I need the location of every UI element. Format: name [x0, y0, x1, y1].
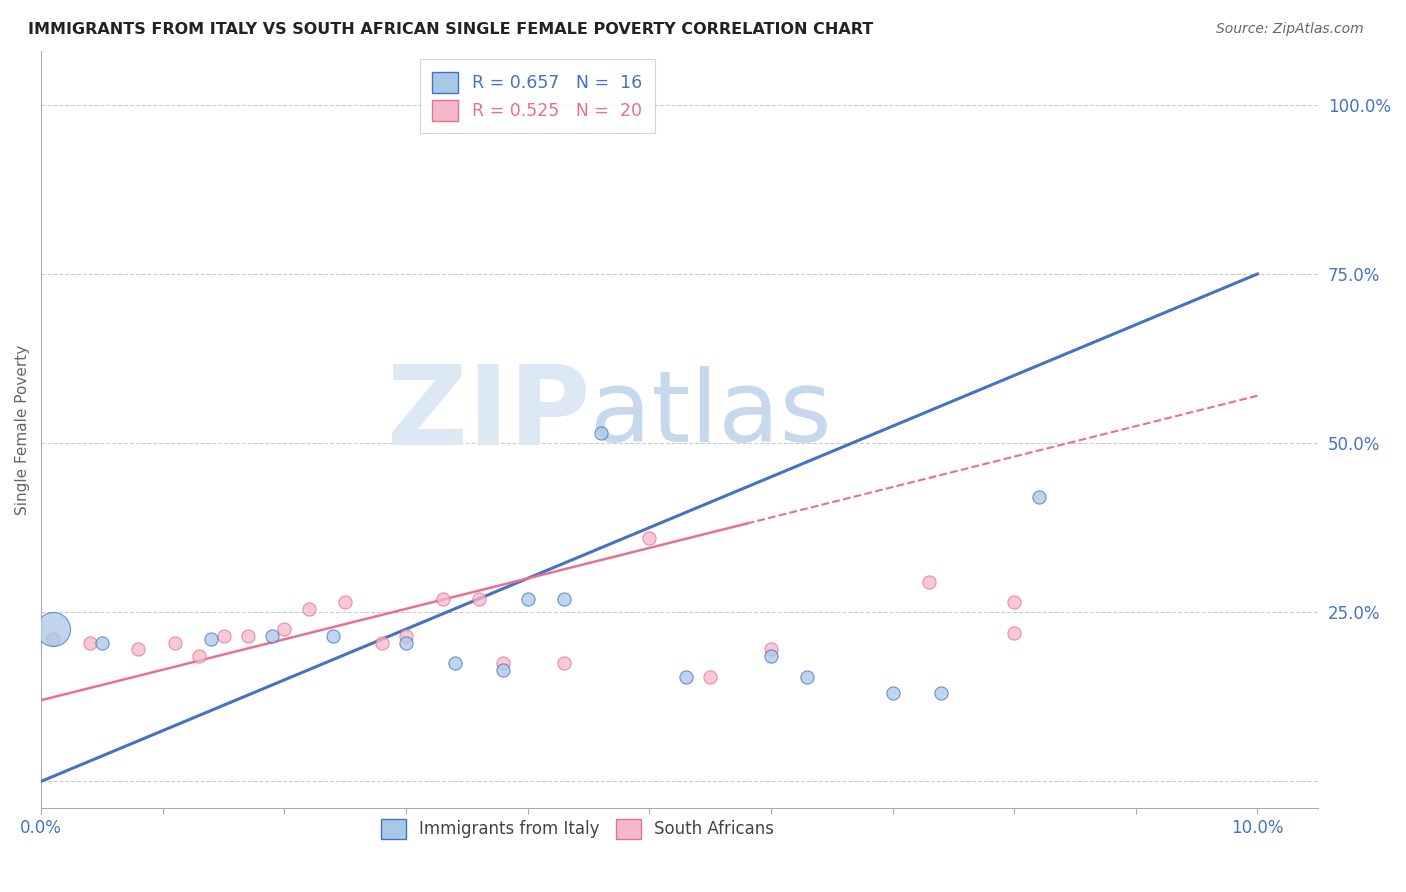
- Point: [236, 629, 259, 643]
- Point: [796, 669, 818, 683]
- Text: ZIP: ZIP: [387, 361, 591, 468]
- Text: atlas: atlas: [591, 366, 832, 463]
- Point: [42, 632, 65, 647]
- Text: Source: ZipAtlas.com: Source: ZipAtlas.com: [1216, 22, 1364, 37]
- Point: [212, 629, 235, 643]
- Point: [553, 656, 575, 670]
- Point: [395, 629, 418, 643]
- Point: [1028, 490, 1050, 504]
- Point: [127, 642, 149, 657]
- Point: [468, 591, 491, 606]
- Y-axis label: Single Female Poverty: Single Female Poverty: [15, 344, 30, 515]
- Point: [882, 686, 904, 700]
- Point: [335, 595, 357, 609]
- Point: [188, 649, 211, 664]
- Point: [163, 635, 186, 649]
- Point: [918, 574, 941, 589]
- Point: [79, 635, 101, 649]
- Point: [589, 425, 612, 440]
- Legend: Immigrants from Italy, South Africans: Immigrants from Italy, South Africans: [374, 812, 782, 846]
- Point: [432, 591, 454, 606]
- Point: [262, 629, 284, 643]
- Point: [699, 669, 721, 683]
- Point: [42, 622, 65, 636]
- Point: [516, 591, 538, 606]
- Point: [273, 622, 295, 636]
- Point: [675, 669, 697, 683]
- Point: [492, 656, 515, 670]
- Point: [553, 591, 575, 606]
- Point: [638, 531, 661, 545]
- Point: [443, 656, 465, 670]
- Point: [200, 632, 222, 647]
- Point: [929, 686, 952, 700]
- Point: [1002, 595, 1025, 609]
- Point: [395, 635, 418, 649]
- Point: [90, 635, 112, 649]
- Point: [298, 602, 321, 616]
- Text: IMMIGRANTS FROM ITALY VS SOUTH AFRICAN SINGLE FEMALE POVERTY CORRELATION CHART: IMMIGRANTS FROM ITALY VS SOUTH AFRICAN S…: [28, 22, 873, 37]
- Point: [1002, 625, 1025, 640]
- Point: [759, 649, 782, 664]
- Point: [322, 629, 344, 643]
- Point: [492, 663, 515, 677]
- Point: [759, 642, 782, 657]
- Point: [370, 635, 392, 649]
